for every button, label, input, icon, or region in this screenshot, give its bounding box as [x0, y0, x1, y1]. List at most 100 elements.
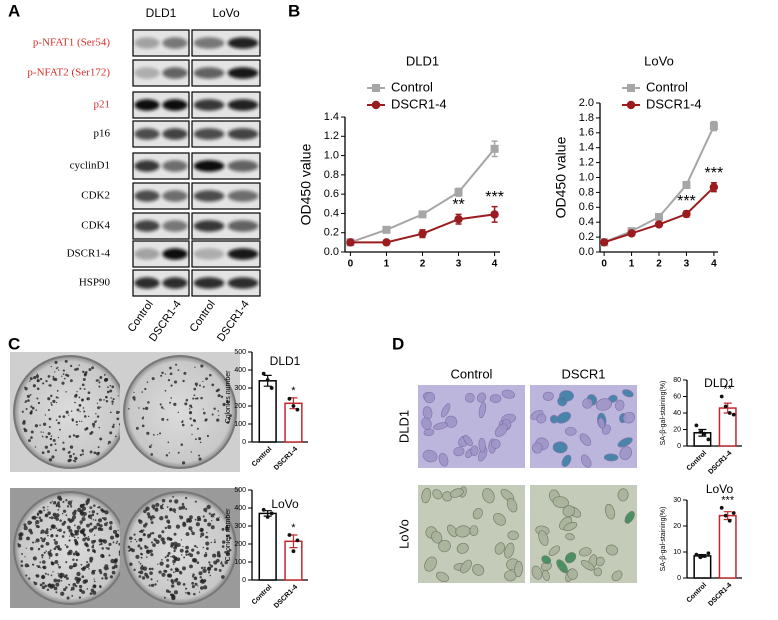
- blot-row-label: DSCR1-4: [67, 248, 111, 260]
- colony: [39, 377, 43, 381]
- cell: [542, 391, 554, 401]
- cell: [562, 505, 575, 517]
- colony: [173, 541, 178, 547]
- colony: [174, 578, 178, 583]
- colony: [59, 519, 62, 522]
- colony: [69, 364, 73, 368]
- colony: [47, 511, 51, 515]
- marker: [682, 209, 691, 219]
- colony: [101, 509, 105, 513]
- colony: [79, 410, 81, 413]
- data-point: [261, 371, 266, 376]
- colony: [200, 532, 205, 537]
- colony: [175, 524, 181, 529]
- colony: [83, 415, 87, 418]
- plate: [123, 355, 237, 469]
- x-tick-label: 4: [711, 259, 717, 270]
- blot-band: [162, 190, 188, 202]
- panel-label: D: [392, 334, 404, 353]
- colony: [108, 526, 113, 531]
- colony: [67, 517, 71, 522]
- cell: [460, 559, 472, 574]
- colony: [165, 564, 170, 568]
- colony: [81, 517, 86, 522]
- series-line: [350, 148, 496, 244]
- colony: [88, 528, 93, 533]
- y-tick-label: 400: [234, 367, 246, 374]
- western-blot: DLD1 LoVo p-NFAT1 (Ser54) p-NFAT2 (Ser172) p…: [27, 6, 261, 344]
- colony: [170, 568, 173, 571]
- colony: [224, 560, 228, 565]
- y-tick-label: 0: [677, 575, 681, 582]
- colony: [35, 524, 39, 528]
- colony: [52, 438, 56, 442]
- colony: [206, 434, 209, 438]
- colony: [55, 545, 58, 549]
- colony: [65, 574, 68, 577]
- colony: [209, 574, 212, 577]
- colony: [49, 549, 52, 552]
- colony: [65, 514, 68, 517]
- colony: [35, 574, 40, 578]
- blot-band: [134, 248, 160, 260]
- colony: [221, 527, 225, 531]
- colony: [141, 391, 144, 393]
- colony: [132, 396, 136, 400]
- colony: [41, 538, 46, 543]
- colony: [141, 576, 146, 580]
- colony: [143, 509, 147, 514]
- colony: [74, 541, 79, 546]
- colony: [44, 530, 49, 535]
- colony: [84, 579, 89, 583]
- colony: [111, 566, 116, 570]
- colony: [190, 529, 193, 533]
- colony: [103, 373, 106, 376]
- cell: [604, 503, 616, 520]
- x-tick-label: 0: [601, 259, 607, 270]
- colony: [47, 509, 49, 511]
- colony: [41, 553, 44, 557]
- colony: [110, 525, 112, 528]
- colony: [40, 537, 43, 540]
- y-tick-label: 0.8: [579, 186, 594, 198]
- colony: [82, 537, 86, 542]
- colony: [23, 525, 28, 531]
- y-tick-label: 1.0: [324, 149, 339, 161]
- colony: [139, 562, 142, 565]
- colony: [41, 560, 46, 564]
- colony: [200, 396, 203, 400]
- cell: [438, 539, 451, 553]
- colony: [82, 503, 84, 506]
- blot-band: [193, 190, 225, 202]
- colony: [79, 589, 82, 592]
- colony: [145, 556, 148, 558]
- colony: [95, 413, 97, 415]
- cell: [435, 571, 449, 583]
- significance: *: [291, 522, 296, 534]
- colony: [221, 575, 225, 579]
- colony: [176, 581, 181, 586]
- colony: [191, 585, 195, 589]
- cell: [421, 487, 432, 504]
- colony: [54, 559, 59, 564]
- colony: [25, 408, 28, 411]
- marker: [346, 238, 355, 247]
- colony: [98, 569, 102, 573]
- colony: [53, 538, 56, 542]
- column-header: DLD1: [146, 6, 177, 20]
- colony: [98, 538, 103, 543]
- colony: [159, 432, 162, 435]
- colony: [49, 384, 52, 387]
- colony: [190, 424, 193, 427]
- colony: [155, 502, 160, 507]
- chart-title: LoVo: [706, 482, 734, 496]
- colony: [71, 500, 73, 502]
- colony: [68, 565, 73, 570]
- lane-label: Control: [188, 299, 218, 335]
- blot-band: [162, 220, 188, 232]
- colony: [93, 539, 97, 543]
- colony: [79, 387, 82, 390]
- cell: [617, 437, 633, 448]
- data-point: [295, 407, 300, 412]
